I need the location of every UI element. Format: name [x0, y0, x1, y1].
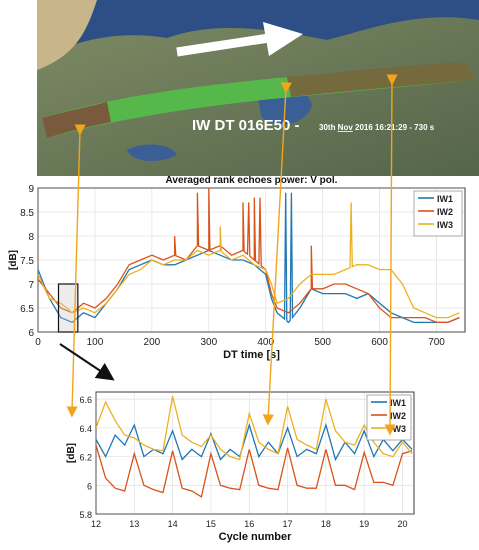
x-tick-label: 16 — [244, 519, 254, 529]
y-axis-label: [dB] — [8, 250, 19, 270]
zoom-chart: 12 13 14 15 16 17 18 19 20 5.8 6 6.2 6.4 6.6 IW1 IW2 IW3… — [66, 391, 415, 543]
legend-label-iw2: IW2 — [437, 207, 453, 217]
swath — [42, 62, 475, 138]
series-line-iw2 — [38, 188, 460, 324]
y-tick-label: 9 — [28, 184, 34, 195]
y-tick-label: 7.5 — [20, 256, 34, 267]
x-axis-label: Cycle number — [219, 531, 292, 543]
x-tick-label: 0 — [35, 337, 41, 348]
x-tick-label: 500 — [314, 337, 331, 348]
x-axis-label: DT time [s] — [223, 349, 280, 361]
y-axis-label: [dB] — [66, 443, 77, 463]
highlight-window — [57, 283, 79, 333]
map-subtitle-prefix: 30th — [319, 123, 338, 132]
y-tick-label: 8.5 — [20, 208, 34, 219]
y-tick-label: 6.4 — [79, 424, 92, 434]
legend-label-iw1: IW1 — [390, 398, 406, 408]
legend-label-iw1: IW1 — [437, 194, 453, 204]
map-subtitle-month: Nov — [338, 123, 354, 132]
legend-label-iw3: IW3 — [437, 220, 453, 230]
plot-frame — [37, 187, 466, 333]
series-line-iw2 — [96, 444, 413, 498]
y-tick-label: 7 — [28, 280, 34, 291]
x-tick-label: 100 — [87, 337, 104, 348]
x-tick-label: 17 — [283, 519, 293, 529]
map-subtitle: 30th Nov 2016 16:21:29 - 730 s — [319, 123, 435, 132]
plot-area — [95, 391, 415, 515]
x-tick-label: 19 — [359, 519, 369, 529]
great-lakes — [127, 144, 177, 162]
y-tick-label: 6.2 — [79, 453, 92, 463]
y-tick-label: 6 — [87, 481, 92, 491]
series-line-iw3 — [96, 396, 413, 461]
y-tick-label: 5.8 — [79, 510, 92, 520]
legend-label-iw2: IW2 — [390, 411, 406, 421]
y-tick-label: 8 — [28, 232, 34, 243]
chart-title: Averaged rank echoes power: V pol. — [166, 176, 338, 186]
map-subtitle-rest: 2016 16:21:29 - 730 s — [353, 123, 435, 132]
x-tick-label: 300 — [200, 337, 217, 348]
y-tick-label: 6.6 — [79, 395, 92, 405]
x-tick-label: 600 — [371, 337, 388, 348]
series-line-iw1 — [96, 422, 413, 462]
x-tick-label: 14 — [168, 519, 178, 529]
satellite-map-image: IW DT 016E50 - 30th Nov 2016 16:21:29 - … — [37, 0, 479, 176]
x-tick-label: 700 — [428, 337, 445, 348]
flight-arrow — [176, 22, 303, 57]
y-tick-label: 6 — [28, 328, 34, 339]
main-chart: 0 100 200 300 400 500 600 700 6 6.5 7 7.5 8 8.5 9 IW1 IW… — [8, 176, 466, 361]
x-tick-label: 20 — [397, 519, 407, 529]
west-landmass — [37, 0, 97, 70]
plot-frame — [95, 391, 415, 515]
series-line-iw3 — [38, 202, 460, 319]
y-tick-label: 6.5 — [20, 304, 34, 315]
x-tick-label: 15 — [206, 519, 216, 529]
x-tick-label: 400 — [257, 337, 274, 348]
map-title: IW DT 016E50 - — [192, 117, 300, 134]
x-tick-label: 18 — [321, 519, 331, 529]
legend-label-iw3: IW3 — [390, 424, 406, 434]
x-tick-label: 200 — [144, 337, 161, 348]
x-tick-label: 13 — [129, 519, 139, 529]
x-tick-label: 12 — [91, 519, 101, 529]
